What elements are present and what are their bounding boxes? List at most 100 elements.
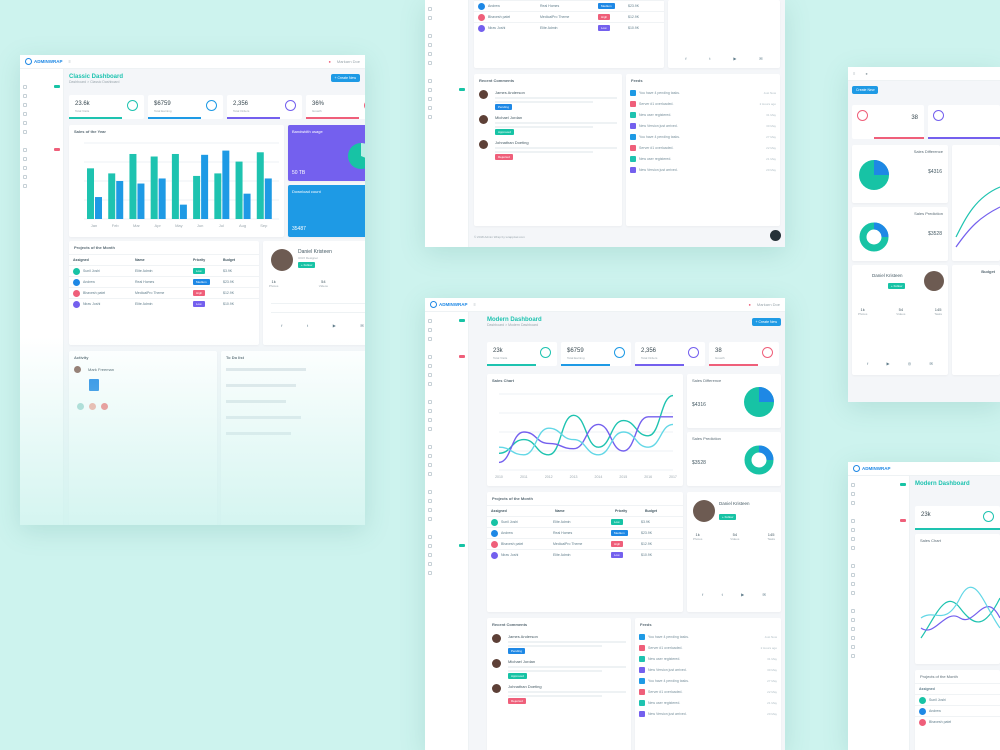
feed-item[interactable]: Server #1 overloaded. 2 Hours ago [635,642,781,653]
sidebar-item[interactable] [428,58,465,67]
youtube-icon[interactable]: ▶ [733,56,737,61]
sidebar-item[interactable] [23,100,60,109]
sidebar-item[interactable] [428,76,465,85]
sidebar-item[interactable] [23,109,60,118]
sidebar-item[interactable] [851,633,906,642]
sidebar-item[interactable] [428,94,465,103]
table-row[interactable]: Nirav Joshi Elite Admin Low $10.9K [474,22,664,33]
youtube-icon[interactable]: ▶ [332,323,336,328]
sidebar-item[interactable] [851,588,906,597]
sidebar-item[interactable] [23,181,60,190]
sidebar-item[interactable] [23,145,60,154]
youtube-icon[interactable]: ▶ [741,592,745,597]
table-row[interactable]: Nirav Joshi Elite Admin Low $10.9K [69,298,259,309]
follow-button[interactable]: + Follow [719,514,737,520]
sidebar-item[interactable] [428,532,465,541]
sidebar-item[interactable] [23,118,60,127]
sidebar-item[interactable] [851,642,906,651]
mail-icon[interactable]: ✉ [360,323,364,328]
brand-logo[interactable]: ADMINWRAP [430,301,468,308]
sidebar-item[interactable] [428,361,465,370]
feed-item[interactable]: New user registered. 21 May [635,697,781,708]
notification-icon[interactable]: ● [328,59,331,64]
feed-item[interactable]: New user registered. 21 May [626,153,780,164]
mail-icon[interactable]: ✉ [759,56,763,61]
facebook-icon[interactable]: f [867,361,869,366]
sidebar-item[interactable] [428,505,465,514]
table-row[interactable]: Bhavesh patel MedicalPro Theme High $12.9K [474,11,664,22]
table-row[interactable]: Bhavesh patel MedicalPro Theme High $12.9K [487,538,683,549]
sidebar-item[interactable] [851,534,906,543]
sidebar-item[interactable] [428,49,465,58]
sidebar-item[interactable] [428,496,465,505]
sidebar-item[interactable] [428,112,465,121]
sidebar-item[interactable] [428,460,465,469]
brand-logo[interactable]: ADMINWRAP [853,465,891,472]
user-name[interactable]: Markarn Doe [756,302,780,307]
feed-item[interactable]: Server #1 overloaded. 2 Hours ago [626,98,780,109]
sidebar-item[interactable] [428,415,465,424]
sidebar-item[interactable] [428,451,465,460]
sidebar-item[interactable] [428,13,465,22]
sidebar-item[interactable] [851,615,906,624]
feed-item[interactable]: Server #1 overloaded. 22 May [626,142,780,153]
sidebar-item[interactable] [428,31,465,40]
mail-icon[interactable]: ✉ [762,592,766,597]
sidebar-item[interactable] [851,489,906,498]
feed-item[interactable]: You have 4 pending tasks. 27 May [626,131,780,142]
sidebar-item[interactable] [428,379,465,388]
sidebar-item[interactable] [428,469,465,478]
create-new-button[interactable]: Create New [852,86,879,94]
sidebar-item[interactable] [23,91,60,100]
menu-icon[interactable]: ≡ [68,59,71,64]
sidebar-item[interactable] [851,498,906,507]
sidebar-item[interactable] [428,352,465,361]
comment-status[interactable]: Pending [495,104,513,110]
user-avatar-icon[interactable]: ● [865,71,868,76]
settings-fab[interactable] [770,230,781,241]
sidebar-item[interactable] [428,568,465,577]
notification-icon[interactable]: ● [748,302,751,307]
sidebar-item[interactable] [851,651,906,660]
sidebar-item[interactable] [851,606,906,615]
sidebar-item[interactable] [851,624,906,633]
feed-item[interactable]: New Version just arrived. 20 May [635,708,781,719]
sidebar-item[interactable] [851,525,906,534]
sidebar-item[interactable] [428,103,465,112]
sidebar-item[interactable] [851,480,906,489]
sidebar-item[interactable] [851,579,906,588]
create-new-button[interactable]: + Create New [330,74,360,82]
table-row[interactable]: Andrew [915,705,1000,716]
feed-item[interactable]: New Version just arrived. 30 May [635,664,781,675]
sidebar-item[interactable] [428,442,465,451]
feed-item[interactable]: Server #1 overloaded. 22 May [635,686,781,697]
table-row[interactable]: Bhavesh patel MedicalPro Theme High $12.9K [69,287,259,298]
facebook-icon[interactable]: f [685,56,687,61]
table-row[interactable]: Sunil Joshi [915,694,1000,705]
feed-item[interactable]: You have 4 pending tasks. Just Now [635,631,781,642]
table-row[interactable]: Andrew Real Homes Medium $23.9K [474,0,664,11]
feed-item[interactable]: New user registered. 31 May [626,109,780,120]
sidebar-item-dashboard[interactable] [23,82,60,91]
sidebar-item-dashboard[interactable] [428,316,465,325]
sidebar-item[interactable] [428,424,465,433]
table-row[interactable]: Sunil Joshi Elite Admin Low $3.9K [487,516,683,527]
follow-button[interactable]: + Follow [888,283,906,289]
sidebar-item[interactable] [428,85,465,94]
table-row[interactable]: Sunil Joshi Elite Admin Low $3.9K [69,265,259,276]
table-row[interactable]: Andrew Real Homes Medium $23.9K [69,276,259,287]
user-name[interactable]: Markarn Doe [336,59,360,64]
sidebar-item[interactable] [428,397,465,406]
sidebar-item[interactable] [428,487,465,496]
comment-status[interactable]: Approved [495,129,514,135]
twitter-icon[interactable]: t [709,56,711,61]
feed-item[interactable]: New user registered. 31 May [635,653,781,664]
facebook-icon[interactable]: f [281,323,283,328]
sidebar-item[interactable] [23,163,60,172]
feed-item[interactable]: New Version just arrived. 30 May [626,120,780,131]
sidebar-item[interactable] [851,570,906,579]
menu-icon[interactable]: ≡ [853,71,856,76]
sidebar-item[interactable] [23,127,60,136]
sidebar-item[interactable] [851,516,906,525]
sidebar-item[interactable] [23,172,60,181]
